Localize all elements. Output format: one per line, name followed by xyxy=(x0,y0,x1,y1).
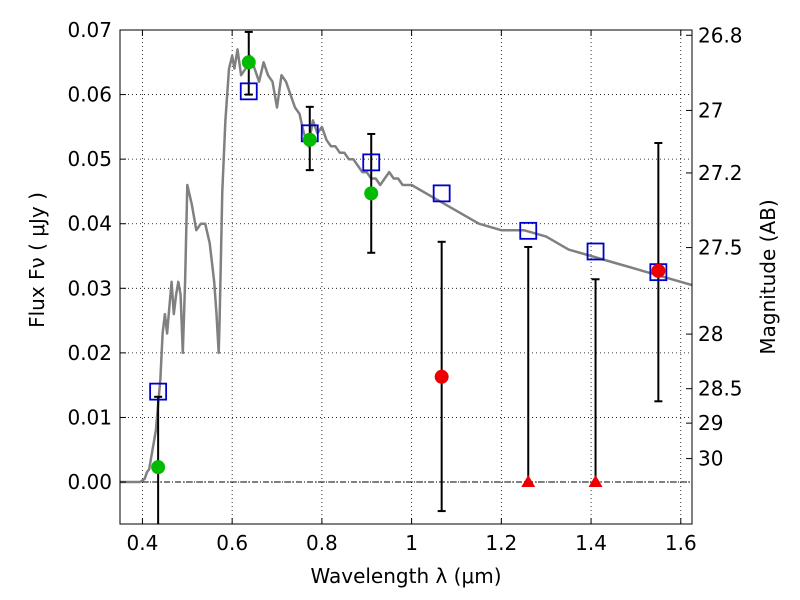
upper-limit-marker xyxy=(588,475,603,488)
detection-marker xyxy=(151,460,166,475)
detection-marker xyxy=(364,186,379,201)
y-tick-label: 0.06 xyxy=(67,83,112,107)
x-tick-label: 0.6 xyxy=(216,531,248,555)
x-axis-ticks: 0.4 0.6 0.8 1 1.2 1.4 1.6 xyxy=(127,30,697,555)
x-tick-label: 1.6 xyxy=(665,531,697,555)
magnitude-tick-label: 28 xyxy=(698,322,723,346)
plot-frame xyxy=(119,29,693,525)
x-tick-label: 0.4 xyxy=(127,531,159,555)
y-tick-label: 0.07 xyxy=(67,18,112,42)
y-axis-label: Flux Fν ( μJy ) xyxy=(25,192,49,328)
magnitude-tick-label: 28.5 xyxy=(698,377,743,401)
low-significance-marker xyxy=(434,369,449,384)
upper-limit-marker xyxy=(521,475,536,488)
model-flux-marker xyxy=(432,184,451,203)
x-axis-label: Wavelength λ (μm) xyxy=(310,564,501,588)
low-significance-marker xyxy=(651,263,666,278)
model-spectrum-layer xyxy=(120,48,693,484)
magnitude-tick-label: 30 xyxy=(698,447,723,471)
markers xyxy=(149,55,668,488)
x-tick-label: 1 xyxy=(405,531,418,555)
model-spectrum-line xyxy=(120,48,693,484)
magnitude-axis-ticks: 26.8 27 27.2 27.5 28 28.5 29 30 xyxy=(686,23,743,471)
magnitude-tick-label: 27.5 xyxy=(698,236,743,260)
y-tick-label: 0.05 xyxy=(67,147,112,171)
model-flux-marker xyxy=(519,221,538,240)
y-tick-label: 0.02 xyxy=(67,341,112,365)
detection-marker xyxy=(241,55,256,70)
x-tick-label: 1.2 xyxy=(485,531,517,555)
magnitude-axis-label: Magnitude (AB) xyxy=(756,199,780,354)
detection-marker xyxy=(302,132,317,147)
magnitude-tick-label: 26.8 xyxy=(698,23,743,47)
magnitude-tick-label: 29 xyxy=(698,411,723,435)
plot-background xyxy=(120,30,692,524)
y-tick-label: 0.03 xyxy=(67,276,112,300)
y-tick-label: 0.04 xyxy=(67,212,112,236)
model-flux-marker xyxy=(362,153,381,172)
y-axis-ticks: 0.00 0.01 0.02 0.03 0.04 0.05 0.06 0.07 xyxy=(67,18,126,494)
model-flux-marker xyxy=(239,82,258,101)
y-tick-label: 0.00 xyxy=(67,470,112,494)
x-tick-label: 0.8 xyxy=(306,531,338,555)
model-flux-marker xyxy=(149,382,168,401)
model-flux-marker xyxy=(586,242,605,261)
magnitude-tick-label: 27.2 xyxy=(698,161,743,185)
magnitude-tick-label: 27 xyxy=(698,98,723,122)
y-tick-label: 0.01 xyxy=(67,405,112,429)
x-tick-label: 1.4 xyxy=(575,531,607,555)
